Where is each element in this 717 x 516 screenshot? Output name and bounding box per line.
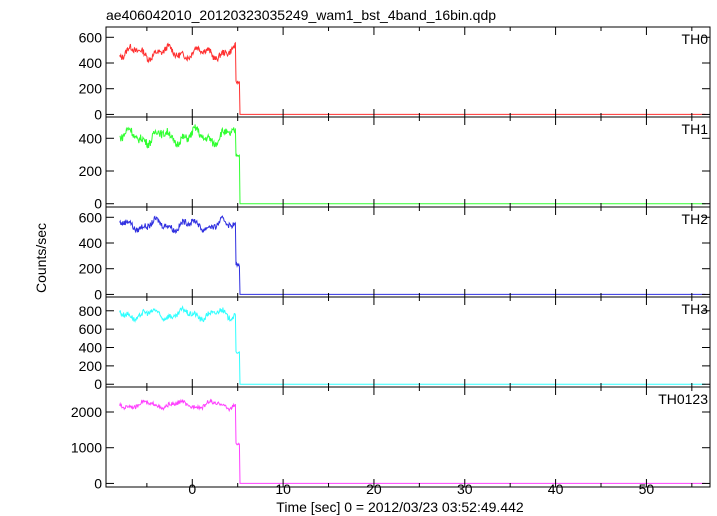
y-tick-label: 600: [79, 321, 103, 337]
x-tick-label: 50: [639, 481, 655, 497]
y-tick-label: 600: [79, 29, 103, 45]
series-line-th0123: [119, 398, 706, 484]
chart-title: ae406042010_20120323035249_wam1_bst_4ban…: [106, 7, 496, 23]
panel-label: TH2: [682, 211, 709, 227]
panel-th1: 0 200 400 TH1: [79, 116, 711, 212]
y-tick-label: 1000: [71, 440, 102, 456]
y-tick-label: 2000: [71, 404, 102, 420]
series-line-th3: [119, 305, 706, 385]
panel-frame: [105, 386, 711, 488]
panel-label: TH0123: [658, 391, 708, 407]
y-axis-label: Counts/sec: [33, 223, 49, 293]
x-tick-label: 20: [366, 481, 382, 497]
panel-label: TH0: [682, 31, 709, 47]
x-tick-label: 10: [275, 481, 291, 497]
y-tick-label: 800: [79, 303, 103, 319]
panels: 0 200 400 600 TH0 0 200 400 TH1 0 200 400 600 TH2 0 200…: [71, 26, 711, 491]
y-tick-label: 0: [94, 376, 102, 392]
y-tick-label: 200: [79, 358, 103, 374]
panel-th0: 0 200 400 600 TH0: [79, 26, 711, 122]
x-tick-labels: 0 10 20 30 40 50: [188, 481, 654, 497]
y-tick-label: 400: [79, 130, 103, 146]
series-line-th1: [119, 124, 706, 205]
panel-th0123: 0 1000 2000 TH0123: [71, 386, 711, 491]
panel-th2: 0 200 400 600 TH2: [79, 206, 711, 302]
x-tick-label: 40: [548, 481, 564, 497]
panel-th3: 0 200 400 600 800 TH3: [79, 296, 711, 392]
y-tick-label: 600: [79, 209, 103, 225]
panel-frame: [105, 116, 711, 208]
series-line-th0: [119, 41, 706, 115]
y-tick-label: 400: [79, 340, 103, 356]
panel-frame: [105, 296, 711, 388]
y-tick-label: 0: [94, 196, 102, 212]
y-tick-label: 200: [79, 163, 103, 179]
y-tick-label: 0: [94, 475, 102, 491]
y-tick-label: 0: [94, 106, 102, 122]
x-axis-label: Time [sec] 0 = 2012/03/23 03:52:49.442: [276, 499, 524, 515]
panel-label: TH1: [682, 121, 709, 137]
y-tick-label: 0: [94, 286, 102, 302]
y-tick-label: 200: [79, 81, 103, 97]
y-tick-label: 400: [79, 55, 103, 71]
y-tick-label: 400: [79, 235, 103, 251]
panel-label: TH3: [682, 301, 709, 317]
series-line-th2: [119, 215, 706, 295]
panel-frame: [105, 26, 711, 118]
x-tick-label: 30: [457, 481, 473, 497]
y-tick-label: 200: [79, 261, 103, 277]
x-tick-label: 0: [188, 481, 196, 497]
